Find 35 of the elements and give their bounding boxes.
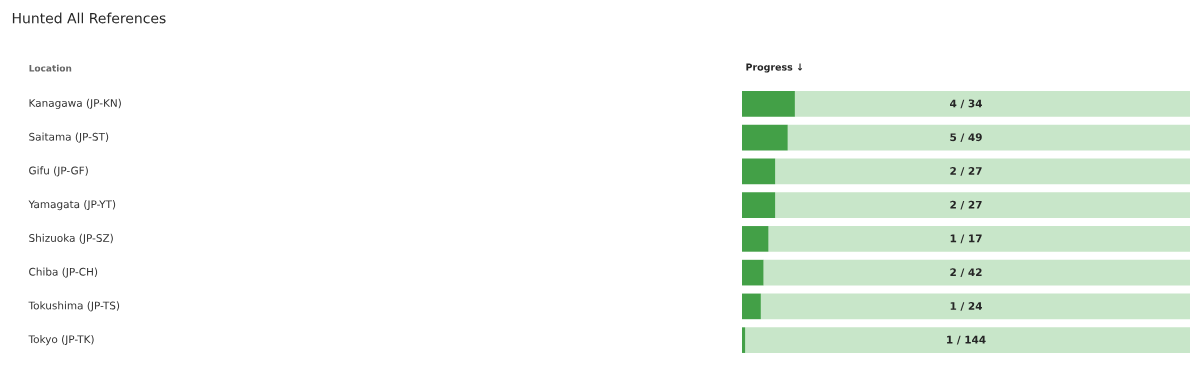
annotation: 1 / 144: [947, 335, 986, 345]
x-axis-title: Progress ↓: [746, 63, 803, 73]
y-tick-label: Chiba (JP-CH): [29, 267, 98, 278]
bar: [742, 124, 788, 151]
annotation: 5 / 49: [950, 133, 982, 142]
y-tick-label: Tokushima (JP-TS): [28, 301, 120, 312]
y-tick-label: Saitama (JP-ST): [29, 132, 109, 143]
bar: [760, 293, 1191, 320]
bar: [787, 124, 1191, 151]
bar: [742, 192, 776, 218]
bar: [742, 158, 776, 185]
annotation: 1 / 17: [950, 234, 982, 244]
bar: [742, 293, 761, 320]
bar: [763, 259, 1191, 286]
annotation: 4 / 34: [950, 99, 982, 109]
y-tick-label: Tokyo (JP-TK): [28, 335, 94, 346]
bar: [775, 192, 1191, 218]
y-axis-title: Location: [29, 64, 72, 72]
y-tick-label: Shizuoka (JP-SZ): [29, 233, 113, 244]
y-tick-label: Gifu (JP-GF): [29, 166, 88, 177]
bar: [742, 91, 795, 117]
annotation: 1 / 24: [950, 302, 982, 311]
bar: [742, 259, 764, 286]
bar: [742, 327, 746, 353]
bar: [742, 226, 769, 252]
annotation: 2 / 27: [950, 167, 982, 176]
bar: [794, 91, 1191, 117]
text: Hunted All References: [12, 12, 166, 24]
y-tick-label: Kanagawa (JP-KN): [29, 98, 121, 109]
bar: [768, 226, 1191, 252]
bar: [745, 327, 1191, 353]
bar: [775, 158, 1191, 185]
y-tick-label: Yamagata (JP-YT): [28, 200, 116, 211]
annotation: 2 / 27: [950, 200, 982, 210]
annotation: 2 / 42: [950, 268, 982, 277]
